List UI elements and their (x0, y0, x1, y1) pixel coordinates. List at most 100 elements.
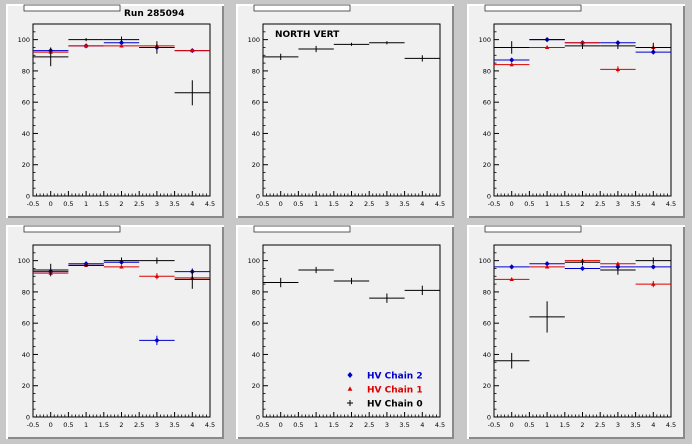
x-tick-label: 1 (314, 421, 318, 429)
data-point-marker (615, 40, 621, 46)
legend-marker (347, 372, 353, 378)
x-tick-label: -0.5 (257, 421, 270, 429)
y-tick-label: 20 (252, 382, 260, 390)
x-tick-label: 0 (49, 200, 53, 208)
y-tick-label: 80 (22, 288, 30, 296)
y-tick-label: 100 (248, 257, 260, 265)
x-tick-label: 1 (84, 421, 88, 429)
x-tick-label: 2.5 (595, 421, 605, 429)
x-tick-label: 3.5 (169, 200, 179, 208)
y-tick-label: 100 (18, 36, 30, 44)
y-tick-label: 80 (252, 288, 260, 296)
x-tick-label: 3 (616, 200, 620, 208)
x-tick-label: 0 (510, 421, 514, 429)
x-tick-label: 0.5 (524, 421, 534, 429)
y-tick-label: 0 (256, 414, 260, 422)
x-tick-label: 2.5 (134, 200, 144, 208)
x-tick-label: 2 (119, 200, 123, 208)
y-tick-label: 40 (483, 351, 491, 359)
data-point-marker (119, 43, 124, 48)
data-point-marker (615, 261, 621, 266)
data-point-marker (154, 273, 160, 278)
x-tick-label: 4.5 (666, 421, 676, 429)
x-tick-label: 3 (616, 421, 620, 429)
x-tick-label: 0 (49, 421, 53, 429)
x-tick-label: 2.5 (134, 421, 144, 429)
x-tick-label: 0.5 (524, 200, 534, 208)
y-tick-label: 0 (26, 414, 30, 422)
x-tick-label: -0.5 (257, 200, 270, 208)
run-label: Run 285094 (124, 9, 184, 19)
data-point-marker (579, 265, 586, 272)
x-tick-label: 1.5 (99, 200, 109, 208)
y-tick-label: 40 (252, 130, 260, 138)
data-point-marker (544, 45, 550, 50)
panel-title-tab (253, 4, 351, 12)
y-tick-label: 0 (26, 193, 30, 201)
plot-area (262, 244, 441, 418)
y-tick-label: 0 (256, 193, 260, 201)
x-tick-label: 3 (155, 421, 159, 429)
x-tick-label: 0 (510, 200, 514, 208)
x-tick-label: 4.5 (435, 200, 445, 208)
x-tick-label: 4 (190, 421, 194, 429)
x-tick-label: 0.5 (293, 421, 303, 429)
y-tick-label: 0 (487, 414, 491, 422)
plot-area (262, 23, 441, 197)
x-tick-label: 1.5 (329, 200, 339, 208)
x-tick-label: 2 (580, 200, 584, 208)
x-tick-label: 3.5 (169, 421, 179, 429)
legend-label: HV Chain 1 (367, 386, 423, 396)
plot-panel-1: -0.5 0 0.5 1 1.5 2 2.5 3 3.5 4 4.5020406080100Run … (6, 4, 224, 218)
x-tick-label: 4 (651, 200, 655, 208)
x-tick-label: 4 (420, 200, 424, 208)
y-tick-label: 60 (252, 320, 260, 328)
data-point-marker (650, 264, 656, 270)
plot-area (493, 244, 672, 418)
x-tick-label: 1 (545, 421, 549, 429)
y-tick-label: 100 (479, 257, 491, 265)
data-point-marker (154, 337, 160, 343)
x-tick-label: 0.5 (63, 421, 73, 429)
legend: HV Chain 2 HV Chain 1 HV Chain 0 (347, 372, 423, 410)
panel-title-tab (484, 4, 582, 12)
data-point-marker (580, 40, 585, 45)
y-tick-label: 100 (479, 36, 491, 44)
x-tick-label: 4.5 (435, 421, 445, 429)
x-tick-label: 1 (314, 200, 318, 208)
x-tick-label: 4.5 (205, 421, 215, 429)
y-tick-label: 20 (22, 382, 30, 390)
data-point-marker (509, 62, 514, 67)
y-tick-label: 60 (483, 99, 491, 107)
legend-marker (347, 386, 353, 391)
x-tick-label: 3.5 (399, 200, 409, 208)
data-point-marker (119, 264, 124, 269)
x-tick-label: 4 (420, 421, 424, 429)
x-tick-label: 0.5 (293, 200, 303, 208)
x-tick-label: 4.5 (666, 200, 676, 208)
plot-area (493, 23, 672, 197)
x-tick-label: 3 (385, 200, 389, 208)
y-tick-label: 40 (252, 351, 260, 359)
panel-title-tab (253, 225, 351, 233)
x-tick-label: -0.5 (27, 421, 40, 429)
y-tick-label: 60 (22, 320, 30, 328)
plot-panel-2: -0.5 0 0.5 1 1.5 2 2.5 3 3.5 4 4.5020406080100NORT… (236, 4, 454, 218)
data-point-marker (544, 264, 550, 269)
legend-label: HV Chain 0 (367, 400, 423, 410)
y-tick-label: 80 (483, 67, 491, 75)
x-tick-label: 3 (385, 421, 389, 429)
y-tick-label: 20 (252, 161, 260, 169)
x-tick-label: 1.5 (329, 421, 339, 429)
x-tick-label: -0.5 (488, 421, 501, 429)
x-tick-label: 2 (580, 421, 584, 429)
panel-title-tab (23, 225, 121, 233)
legend-label: HV Chain 2 (367, 372, 423, 382)
x-tick-label: 2 (349, 421, 353, 429)
data-point-marker (509, 57, 515, 63)
y-tick-label: 60 (22, 99, 30, 107)
y-tick-label: 40 (483, 130, 491, 138)
x-tick-label: 2.5 (595, 200, 605, 208)
plot-area (32, 244, 211, 418)
x-tick-label: 4 (190, 200, 194, 208)
